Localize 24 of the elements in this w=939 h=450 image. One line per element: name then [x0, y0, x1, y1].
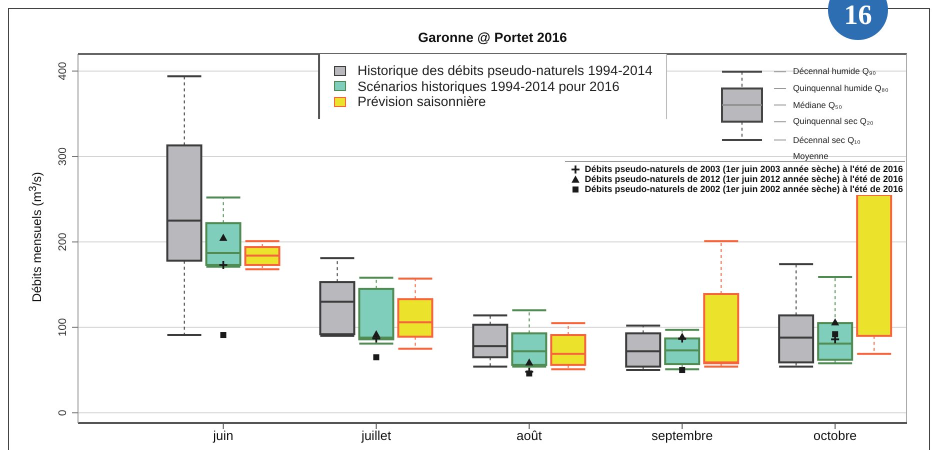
legend-label: Débits pseudo-naturels de 2012 (1er juin 2012 année sèche) à l'été de 2016 [584, 174, 903, 184]
text: 16 [844, 0, 872, 31]
legend-label: Débits pseudo-naturels de 2002 (1er juin 2002 année sèche) à l'été de 2016 [584, 184, 903, 194]
x-tick-label: août [516, 428, 542, 444]
y-tick-label: 200 [57, 232, 69, 252]
legend-label: Prévision saisonnière [358, 94, 486, 110]
legend-label: Scénarios historiques 1994-2014 pour 2016 [358, 78, 620, 94]
y-tick-label: 100 [57, 318, 69, 337]
x-tick-label: juillet [360, 428, 392, 444]
annotation: Quinquennal sec Q₂₀ [793, 116, 874, 128]
y-tick-label: 0 [57, 410, 69, 416]
annotation: Médiane Q₅₀ [793, 100, 842, 110]
annotation: Quinquennal humide Q₈₀ [793, 83, 889, 94]
x-tick-label: septembre [651, 428, 713, 444]
legend-label: Débits pseudo-naturels de 2003 (1er juin 2003 année sèche) à l'été de 2016 [584, 164, 903, 174]
y-tick-label: 300 [57, 147, 69, 166]
annotation: Moyenne [793, 151, 828, 162]
legend-label: Historique des débits pseudo-naturels 1994-2014 [358, 63, 652, 78]
x-tick-label: juin [212, 428, 234, 444]
x-tick-label: octobre [813, 428, 857, 444]
annotation: Décennal humide Q₉₀ [793, 66, 876, 78]
chart-title: Garonne @ Portet 2016 [418, 30, 567, 45]
annotation: Décennal sec Q₁₀ [793, 134, 861, 146]
y-tick-label: 400 [57, 62, 69, 80]
